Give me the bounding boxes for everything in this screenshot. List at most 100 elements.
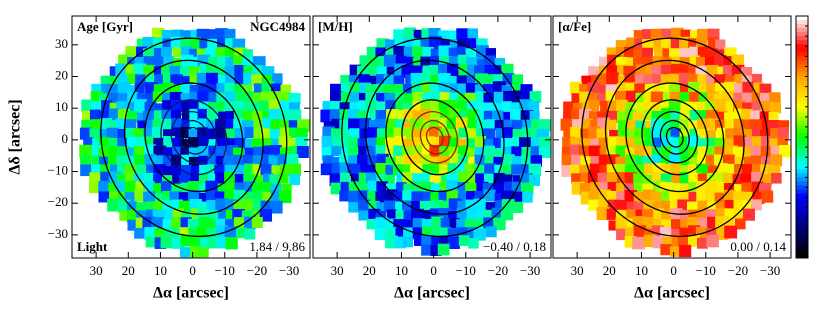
colorbar-segment	[796, 64, 808, 69]
map-cell	[251, 74, 264, 87]
map-cell	[650, 126, 663, 139]
map-cell	[117, 137, 128, 149]
map-cell	[143, 64, 156, 77]
map-cell	[634, 127, 645, 139]
map-cell	[339, 119, 352, 132]
map-cell	[385, 156, 397, 168]
map-cell	[733, 199, 746, 212]
map-cell	[163, 227, 174, 238]
map-cell	[161, 29, 174, 42]
map-cell	[466, 127, 479, 140]
map-cell	[360, 165, 371, 176]
map-cell	[178, 174, 191, 187]
map-cell	[512, 191, 524, 203]
map-cell	[385, 137, 397, 150]
map-cell	[365, 100, 378, 113]
map-cell	[581, 118, 594, 130]
map-cell	[81, 99, 94, 113]
map-cell	[348, 190, 361, 204]
map-cell	[617, 127, 628, 138]
contour	[425, 126, 444, 148]
x-tick-label: −30	[760, 263, 780, 278]
map-cell	[645, 120, 656, 132]
map-cell	[117, 128, 130, 141]
map-cell	[225, 128, 237, 140]
map-cell	[466, 75, 478, 87]
map-cell	[474, 147, 486, 159]
map-cell	[279, 190, 292, 204]
colorbar-segment	[796, 16, 808, 21]
map-cell	[679, 130, 691, 141]
map-cell	[465, 138, 476, 149]
map-cell	[171, 199, 183, 211]
map-cell	[375, 110, 388, 122]
map-cell	[224, 65, 237, 79]
map-cell	[262, 138, 274, 150]
map-cell	[440, 39, 452, 51]
map-cell	[777, 120, 790, 132]
map-cell	[171, 118, 183, 130]
map-cell	[659, 226, 672, 238]
x-tick-label: 20	[363, 263, 376, 278]
map-cell	[467, 227, 479, 239]
map-cell	[281, 183, 292, 195]
map-cell	[493, 156, 505, 168]
map-cell	[170, 154, 183, 166]
map-cell	[742, 81, 756, 95]
colorbar-segment	[796, 245, 808, 251]
map-cell	[357, 110, 369, 122]
map-cell	[154, 103, 165, 114]
map-cell	[252, 111, 263, 122]
map-cell	[474, 190, 487, 203]
map-cell	[561, 146, 574, 159]
map-cell	[449, 153, 461, 166]
map-cell	[634, 164, 647, 176]
map-cell	[366, 66, 378, 78]
map-cell	[449, 30, 462, 42]
map-cell	[109, 191, 120, 203]
map-cell	[394, 83, 407, 96]
map-cell	[215, 145, 226, 157]
map-cell	[235, 92, 248, 105]
map-cell	[161, 46, 172, 58]
map-cell	[244, 102, 257, 115]
map-cell	[163, 129, 175, 141]
map-cell	[154, 228, 166, 241]
map-cell	[234, 75, 247, 87]
map-cell	[224, 101, 236, 113]
map-cell	[115, 118, 128, 131]
map-cell	[599, 182, 612, 194]
map-cell	[502, 73, 515, 85]
map-cell	[448, 137, 460, 149]
map-cell	[437, 243, 450, 256]
map-cell	[759, 83, 772, 96]
map-cell	[696, 191, 708, 203]
map-cell	[669, 91, 682, 104]
map-cell	[722, 172, 735, 185]
map-cell	[134, 83, 145, 94]
map-cell	[207, 235, 221, 249]
colorbar-segment	[796, 249, 808, 255]
x-axis-label: Δα [arcsec]	[394, 285, 470, 302]
map-cell	[662, 119, 675, 131]
map-cell	[522, 192, 533, 203]
map-cell	[152, 126, 164, 139]
map-cell	[288, 163, 301, 176]
map-cell	[153, 66, 166, 78]
map-cell	[751, 92, 763, 104]
map-cell	[412, 92, 424, 104]
map-cell	[714, 137, 727, 150]
map-cell	[278, 173, 289, 184]
map-cell	[207, 139, 218, 150]
x-tick-label: 20	[122, 263, 135, 278]
map-cell	[429, 119, 441, 131]
map-cell	[134, 227, 145, 239]
map-cell	[714, 192, 726, 204]
map-cell	[233, 83, 245, 95]
map-cell	[634, 137, 646, 150]
map-cell	[225, 75, 236, 86]
map-cell	[597, 73, 610, 86]
map-cell	[696, 154, 708, 166]
map-cell	[687, 217, 699, 229]
map-cell	[179, 66, 191, 77]
